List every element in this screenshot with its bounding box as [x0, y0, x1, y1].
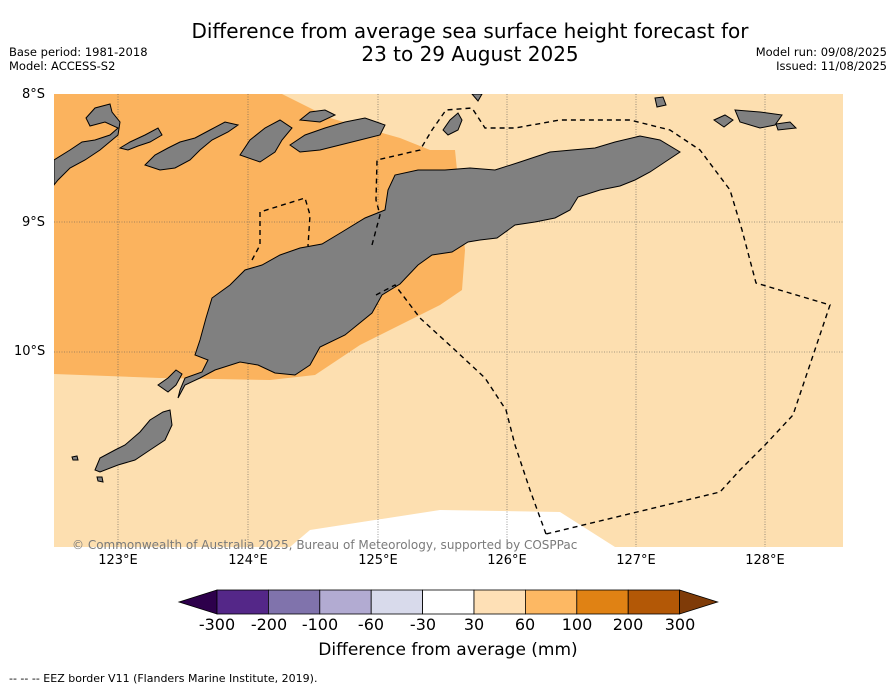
wetar-islet — [471, 94, 483, 102]
islet-2 — [298, 109, 337, 123]
cbar-segment — [627, 589, 681, 615]
cbar-extend-min — [177, 589, 218, 615]
timor-island — [177, 135, 681, 399]
base-period: Base period: 1981-2018 — [9, 45, 148, 59]
cbar-segment — [422, 589, 475, 615]
model-name: Model: ACCESS-S2 — [9, 58, 116, 73]
meta-right: Model run: 09/08/2025 Issued: 11/08/2025 — [755, 45, 887, 73]
cbar-tick-60: 60 — [514, 615, 536, 634]
copyright-notice: © Commonwealth of Australia 2025, Bureau… — [72, 538, 578, 552]
colorbar-title: Difference from average (mm) — [318, 640, 578, 660]
moa-island — [775, 121, 798, 131]
eez-border-oecusse — [251, 197, 311, 261]
lon-label-126e: 126°E — [487, 553, 527, 568]
cbar-segment — [576, 589, 629, 615]
cbar-segment — [370, 589, 424, 615]
lon-label-127e: 127°E — [616, 553, 656, 568]
cbar-segment — [525, 589, 578, 615]
ssh-band-below-30 — [290, 510, 615, 547]
land — [54, 94, 798, 483]
leti-island — [734, 109, 783, 129]
kisar-island — [654, 96, 667, 108]
title-line-1: Difference from average sea surface heig… — [191, 19, 749, 43]
pantar-island — [239, 119, 293, 163]
islet-1 — [71, 455, 79, 461]
lon-label-124e: 124°E — [228, 553, 268, 568]
semau-island — [157, 369, 183, 393]
cbar-tick-m100: -100 — [301, 615, 339, 634]
cbar-tick-m200: -200 — [250, 615, 288, 634]
cbar-tick-300: 300 — [664, 615, 696, 634]
map-title: Difference from average sea surface heig… — [140, 20, 800, 66]
lat-label-9s: 9°S — [22, 215, 46, 230]
cbar-tick-m60: -60 — [357, 615, 385, 634]
lat-label-10s: 10°S — [14, 344, 46, 359]
eez-footnote: -- -- -- EEZ border V11 (Flanders Marine… — [9, 672, 318, 685]
adonara-island — [118, 127, 163, 151]
lembata-island — [144, 121, 240, 171]
lon-label-125e: 125°E — [358, 553, 398, 568]
atauro-island — [442, 112, 463, 136]
title-line-2: 23 to 29 August 2025 — [361, 42, 579, 66]
cbar-tick-m300: -300 — [198, 615, 236, 634]
lon-label-123e: 123°E — [98, 553, 138, 568]
cbar-tick-m30: -30 — [409, 615, 437, 634]
ndao-island — [96, 476, 104, 483]
cbar-segment — [473, 589, 526, 615]
model-run: Model run: 09/08/2025 — [755, 45, 887, 59]
romang-island — [712, 114, 734, 128]
meta-left: Base period: 1981-2018 Model: ACCESS-S2 — [9, 45, 148, 73]
cbar-segment — [267, 589, 321, 615]
map-area — [54, 94, 843, 547]
cbar-tick-30: 30 — [463, 615, 485, 634]
cbar-tick-100: 100 — [561, 615, 593, 634]
lat-label-8s: 8°S — [22, 87, 46, 102]
pantar-alor-islands — [54, 103, 121, 186]
issued-date: Issued: 11/08/2025 — [776, 58, 887, 73]
alor-island — [289, 117, 386, 153]
eez-border-north — [371, 107, 831, 535]
cbar-segment — [216, 589, 269, 615]
cbar-extend-max — [679, 589, 719, 615]
cbar-segment — [319, 589, 372, 615]
lon-label-128e: 128°E — [745, 553, 785, 568]
cbar-tick-200: 200 — [612, 615, 644, 634]
rote-island — [94, 409, 173, 473]
